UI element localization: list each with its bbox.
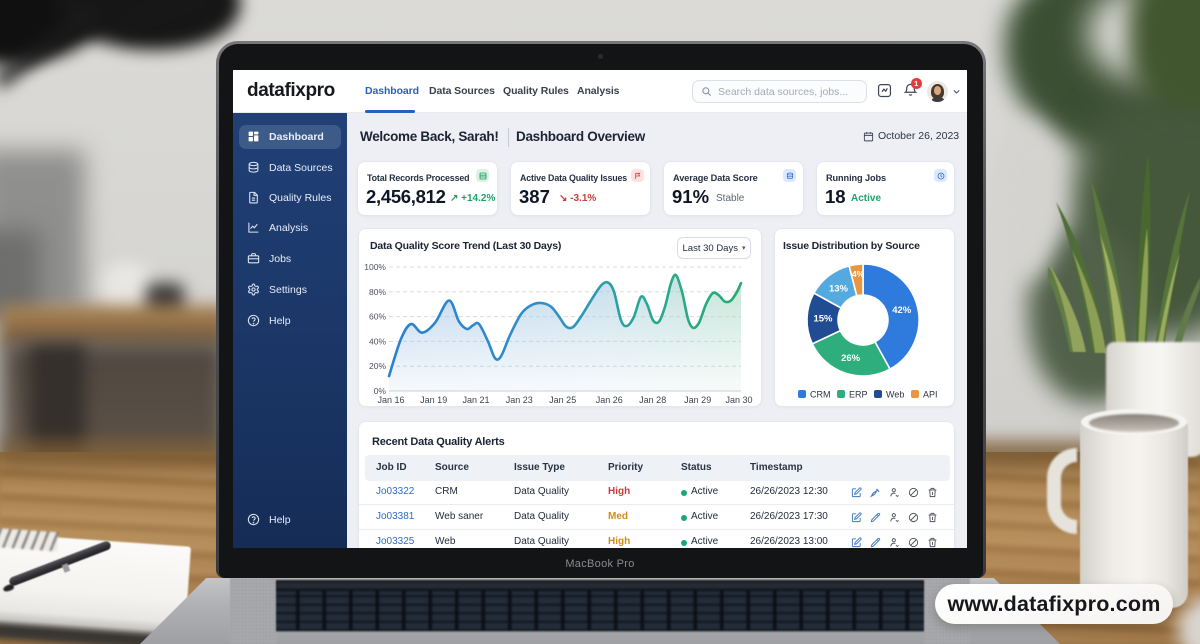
svg-text:Jan 29: Jan 29	[684, 395, 711, 405]
svg-text:15%: 15%	[813, 314, 833, 325]
svg-text:ERP: ERP	[849, 390, 868, 400]
svg-text:Jan 28: Jan 28	[639, 395, 666, 405]
svg-text:Web: Web	[886, 390, 904, 400]
svg-text:42%: 42%	[892, 305, 912, 316]
svg-text:API: API	[923, 390, 938, 400]
svg-text:CRM: CRM	[810, 390, 831, 400]
svg-text:4%: 4%	[852, 269, 865, 279]
svg-text:40%: 40%	[369, 336, 386, 346]
svg-text:Jan 16: Jan 16	[377, 395, 404, 405]
svg-text:60%: 60%	[369, 312, 386, 322]
svg-text:Jan 23: Jan 23	[506, 395, 533, 405]
svg-text:100%: 100%	[364, 262, 386, 272]
svg-text:Jan 19: Jan 19	[420, 395, 447, 405]
svg-text:13%: 13%	[829, 283, 849, 294]
svg-text:Jan 30: Jan 30	[725, 395, 752, 405]
svg-text:20%: 20%	[369, 361, 386, 371]
svg-text:80%: 80%	[369, 287, 386, 297]
svg-text:Jan 21: Jan 21	[462, 395, 489, 405]
svg-text:Jan 25: Jan 25	[549, 395, 576, 405]
svg-text:26%: 26%	[841, 353, 861, 364]
svg-text:Jan 26: Jan 26	[596, 395, 623, 405]
svg-text:0%: 0%	[374, 386, 387, 396]
